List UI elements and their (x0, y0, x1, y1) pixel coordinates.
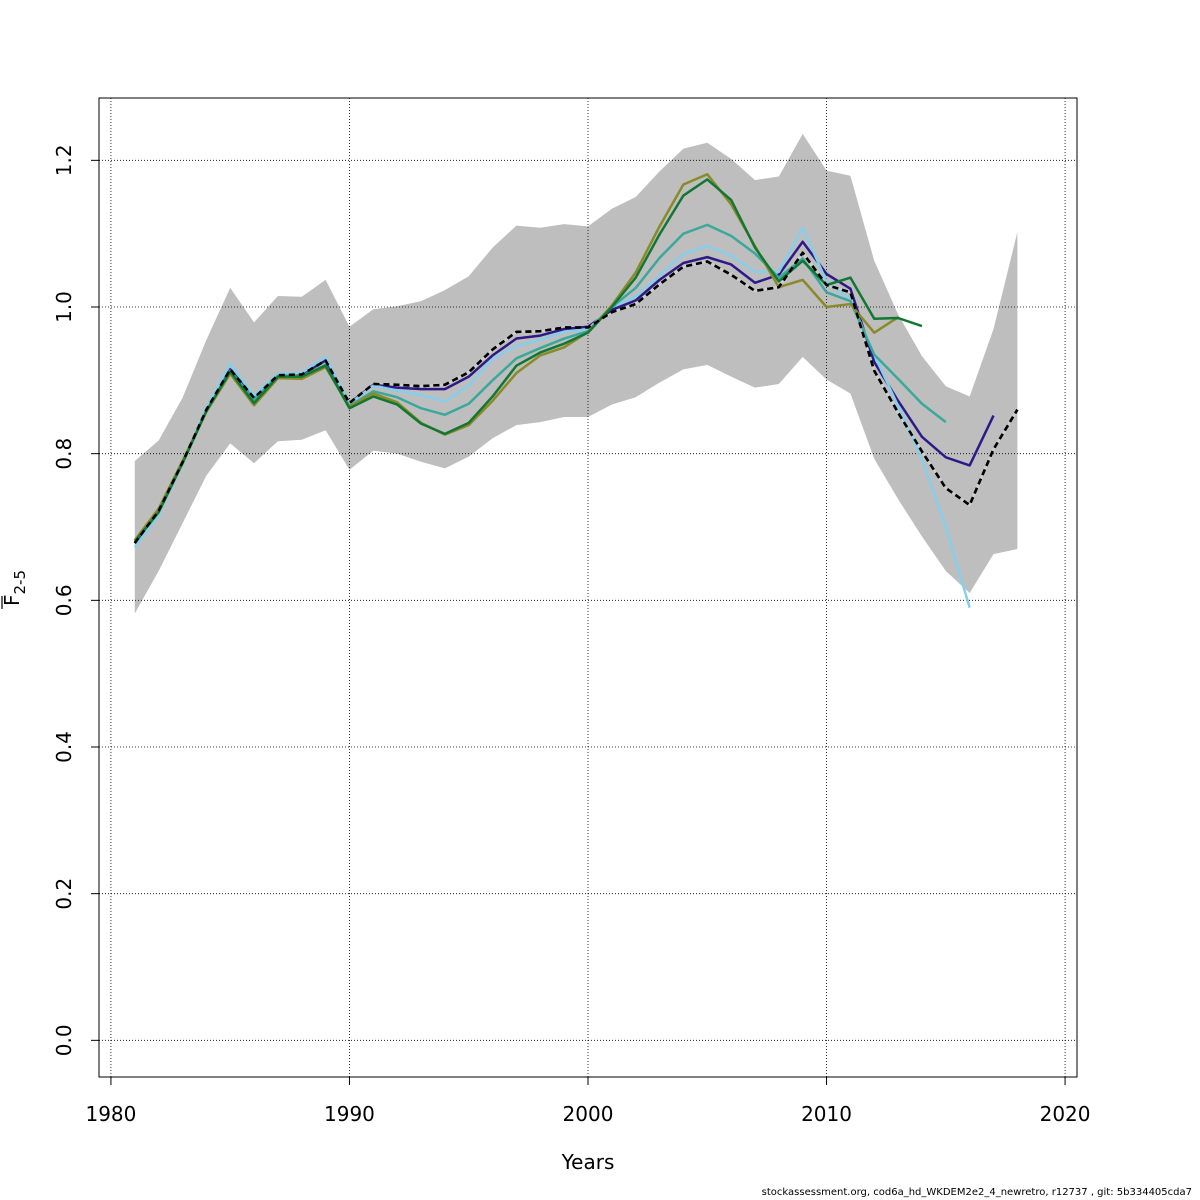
y-axis-title-main: F (0, 594, 24, 606)
y-tick-label: 0.6 (52, 584, 76, 616)
x-tick-label: 1990 (324, 1102, 375, 1126)
footer-source-note: stockassessment.org, cod6a_hd_WKDEM2e2_4… (761, 1187, 1192, 1198)
grid-layer (99, 98, 1077, 1077)
y-tick-label: 0.4 (52, 731, 76, 763)
axis-layer: 1980 1990 2000 2010 2020 0.0 0.2 0.4 0.6 0.8 1.0 1.… (52, 144, 1091, 1126)
y-tick-label: 1.0 (52, 291, 76, 323)
series-line-0-overlay (133, 251, 1019, 544)
y-axis-title: F2-5 (0, 570, 29, 606)
x-tick-label: 2020 (1040, 1102, 1091, 1126)
x-tick-label: 1980 (85, 1102, 136, 1126)
confidence-band-layer (134, 133, 1018, 614)
y-axis-title-subscript: 2-5 (11, 570, 29, 595)
series-line-4 (133, 173, 899, 541)
x-axis-title: Years (561, 1150, 615, 1174)
y-tick-label: 0.2 (52, 878, 76, 910)
x-tick-label: 2000 (563, 1102, 614, 1126)
y-tick-label: 0.0 (52, 1024, 76, 1056)
x-tick-label: 2010 (801, 1102, 852, 1126)
y-tick-label: 0.8 (52, 438, 76, 470)
confidence-band (134, 133, 1018, 614)
y-tick-label: 1.2 (52, 144, 76, 176)
series-layer (133, 173, 1019, 609)
